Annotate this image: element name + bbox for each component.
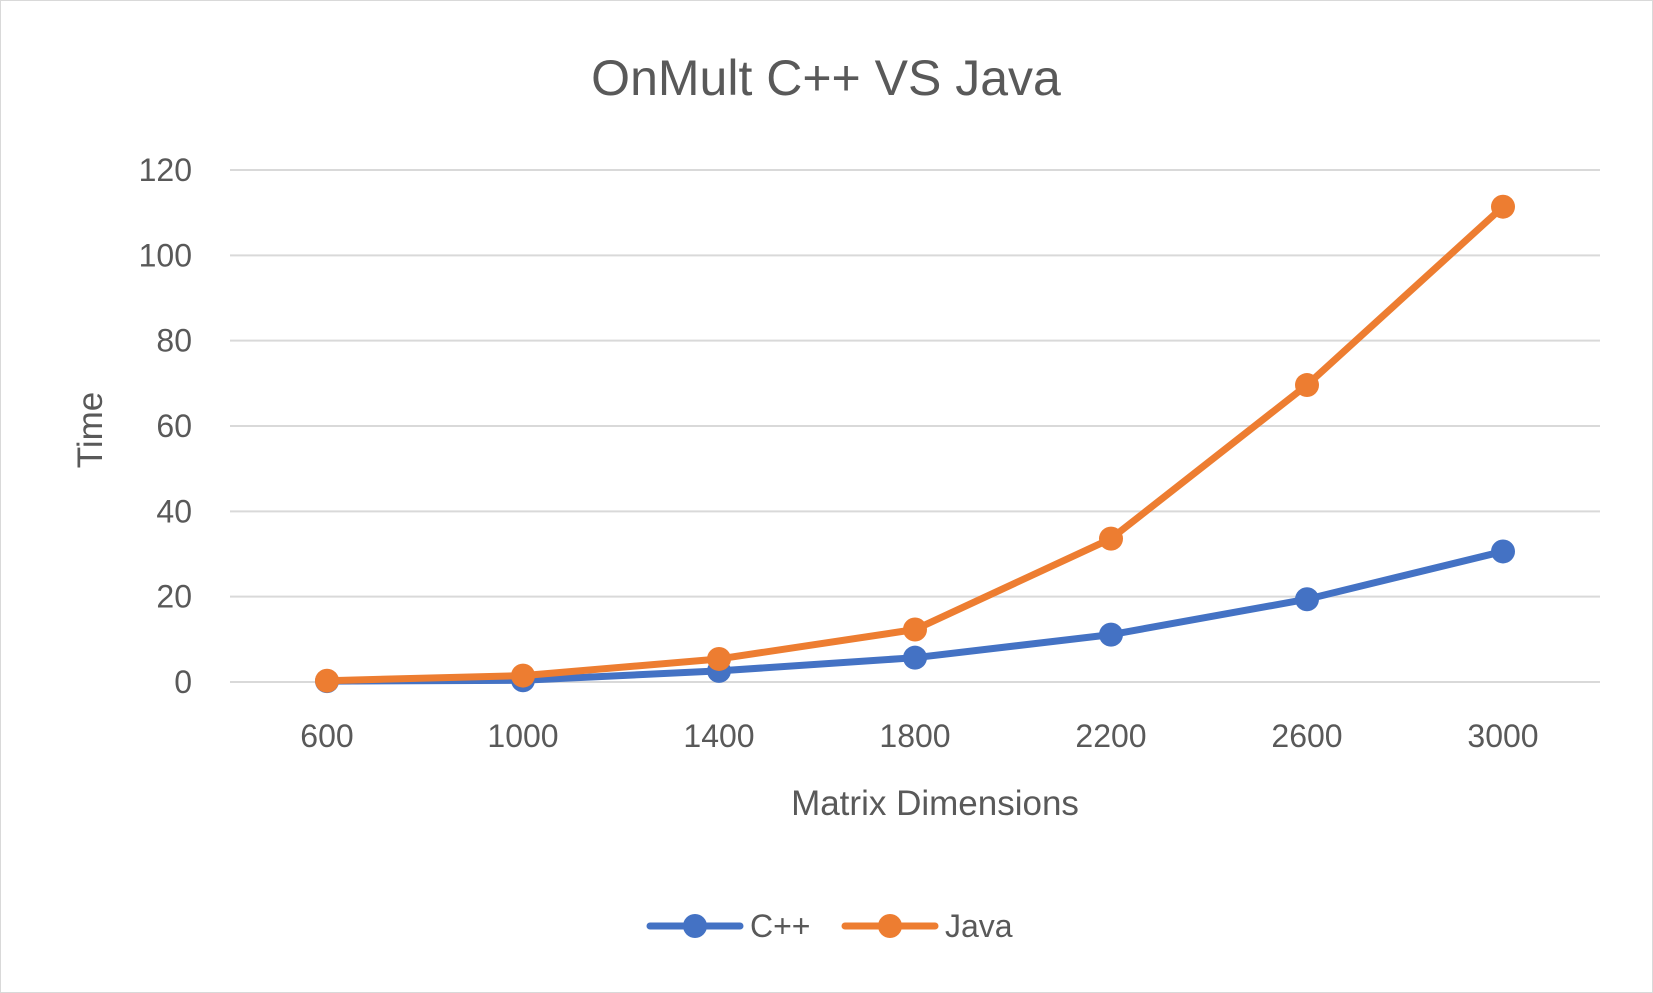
data-point [1491,539,1515,564]
y-tick-label: 40 [156,493,192,529]
y-tick-label: 80 [156,323,192,359]
legend-marker [878,914,902,938]
legend: C++ Java [646,908,1013,944]
data-point [1295,587,1319,612]
x-tick-label: 2200 [1075,718,1146,754]
series-line-java [323,203,1507,685]
data-point [1099,526,1123,551]
data-point [903,617,927,642]
data-point [707,646,731,671]
x-tick-label: 1000 [487,718,558,754]
x-tick-label: 600 [300,718,353,754]
series-group [315,194,1515,694]
x-tick-label: 1800 [879,718,950,754]
y-tick-label: 120 [139,152,192,188]
legend-label: Java [945,908,1013,944]
x-tick-label: 1400 [683,718,754,754]
legend-marker [683,914,707,938]
x-tick-label: 2600 [1271,718,1342,754]
x-axis-ticks: 600 1000 1400 1800 2200 2600 3000 [300,718,1538,754]
data-point [1099,622,1123,647]
gridlines [230,169,1600,683]
y-tick-label: 0 [174,664,192,700]
y-tick-label: 60 [156,408,192,444]
data-point [1491,194,1515,219]
data-point [1295,373,1319,398]
chart-title: OnMult C++ VS Java [591,50,1061,106]
y-tick-label: 20 [156,579,192,615]
data-point [511,663,535,688]
x-axis-label: Matrix Dimensions [791,784,1079,823]
legend-label: C++ [750,908,810,944]
y-tick-label: 100 [139,237,192,273]
x-tick-label: 3000 [1467,718,1538,754]
y-axis-label: Time [71,392,110,468]
data-point [315,668,339,693]
y-axis-ticks: 0 20 40 60 80 100 120 [139,152,192,700]
data-point [903,645,927,670]
